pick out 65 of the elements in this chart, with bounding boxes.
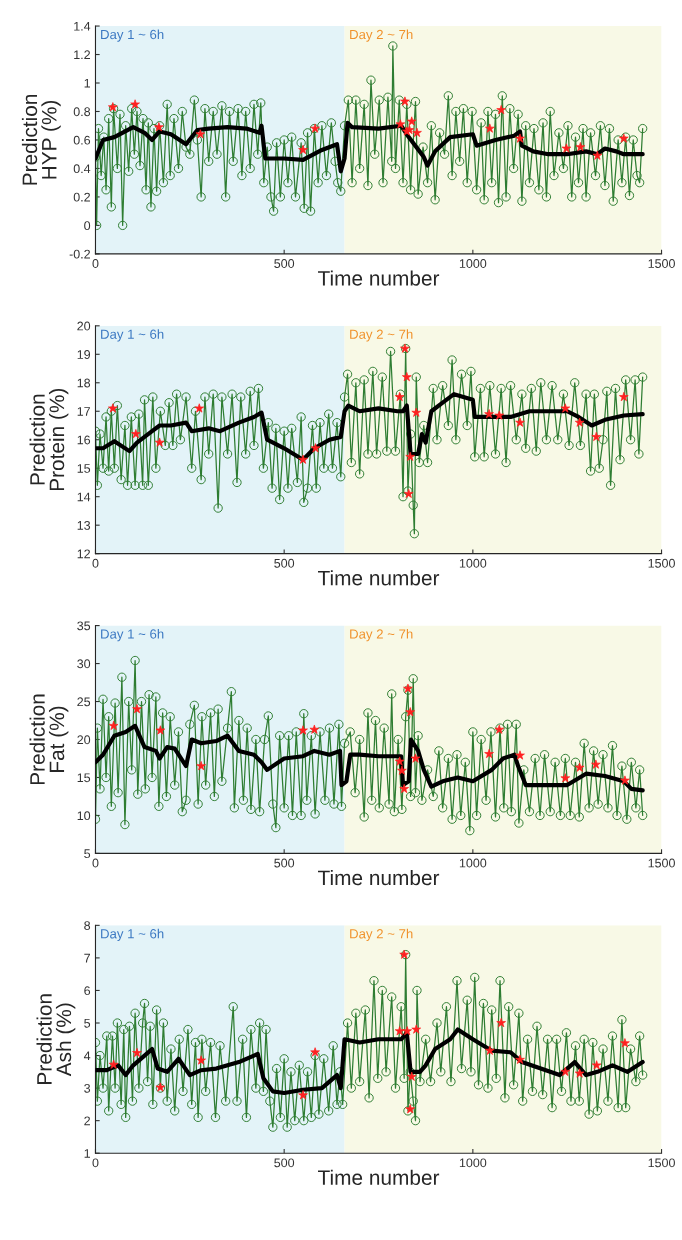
y-tick-label: 4: [83, 1051, 91, 1061]
x-tick-label: 1500: [648, 1158, 675, 1168]
y-tick-label: 1: [84, 1149, 91, 1158]
band-label: Day 1 ~ 6h: [101, 928, 164, 942]
y-tick-label: 13: [77, 520, 91, 530]
y-tick-label: 5: [84, 849, 91, 859]
y-tick-label: 2: [84, 1116, 90, 1126]
y-tick-label: 14: [77, 492, 91, 502]
x-axis-title: Time number: [318, 570, 440, 586]
y-axis-title: Prediction Fat (%): [29, 694, 69, 785]
y-tick-label: 5: [84, 1018, 91, 1028]
y-tick-label: 6: [84, 986, 91, 996]
band-label: Day 1 ~ 6h: [101, 29, 164, 42]
x-tick-label: 0: [92, 1158, 99, 1168]
y-tick-label: 0.4: [73, 164, 91, 174]
x-tick-label: 500: [274, 1158, 295, 1168]
y-tick-label: 18: [77, 378, 91, 388]
x-tick-label: 1000: [459, 1158, 487, 1168]
x-axis-title: Time number: [318, 270, 440, 286]
y-axis-title: Prediction Ash (%): [36, 994, 76, 1084]
y-tick-label: 20: [77, 321, 91, 331]
x-tick-label: 1000: [459, 259, 487, 268]
y-tick-label: 25: [77, 697, 91, 707]
x-tick-label: 1500: [648, 259, 675, 268]
y-tick-label: 17: [77, 407, 90, 416]
band-label: Day 2 ~ 7h: [350, 329, 413, 342]
y-tick-label: 1.4: [74, 21, 91, 31]
x-tick-label: 1000: [459, 858, 487, 868]
x-tick-label: 1500: [648, 858, 675, 868]
y-tick-label: 19: [77, 350, 91, 359]
y-tick-label: 7: [84, 953, 90, 963]
band-label: Day 2 ~ 7h: [350, 29, 413, 42]
y-tick-label: 16: [77, 435, 91, 445]
y-tick-label: 15: [77, 464, 91, 473]
x-axis-title: Time number: [318, 1169, 440, 1186]
y-tick-label: 10: [77, 811, 91, 821]
x-tick-label: 1500: [648, 558, 675, 568]
x-tick-label: 1000: [459, 558, 487, 568]
y-tick-label: 0.6: [73, 135, 91, 145]
y-tick-label: 35: [77, 621, 91, 631]
band-label: Day 2 ~ 7h: [350, 928, 413, 942]
y-tick-label: 12: [77, 549, 90, 559]
y-tick-label: 15: [77, 773, 91, 783]
band-label: Day 1 ~ 6h: [101, 629, 164, 642]
x-tick-label: 0: [92, 558, 99, 568]
x-tick-label: 0: [92, 259, 99, 268]
x-tick-label: 500: [274, 858, 295, 868]
y-tick-label: 0: [84, 221, 91, 231]
y-tick-label: 0.8: [73, 107, 91, 117]
y-tick-label: 0.2: [73, 192, 90, 202]
y-tick-label: 3: [84, 1083, 91, 1093]
y-tick-label: 30: [77, 659, 91, 669]
y-tick-label: 1: [84, 78, 91, 88]
y-tick-label: 8: [84, 921, 91, 930]
y-axis-title: Prediction HYP (%): [21, 94, 61, 185]
x-tick-label: 500: [274, 259, 295, 268]
x-tick-label: 0: [92, 858, 99, 868]
y-axis-title: Prediction Protein (%): [29, 388, 69, 491]
y-tick-label: 20: [77, 735, 91, 745]
y-tick-label: 1.2: [74, 50, 90, 60]
y-tick-label: -0.2: [69, 249, 90, 259]
x-axis-title: Time number: [318, 869, 440, 886]
band-label: Day 1 ~ 6h: [101, 329, 164, 342]
band-label: Day 2 ~ 7h: [350, 629, 413, 642]
x-tick-label: 500: [274, 558, 295, 568]
